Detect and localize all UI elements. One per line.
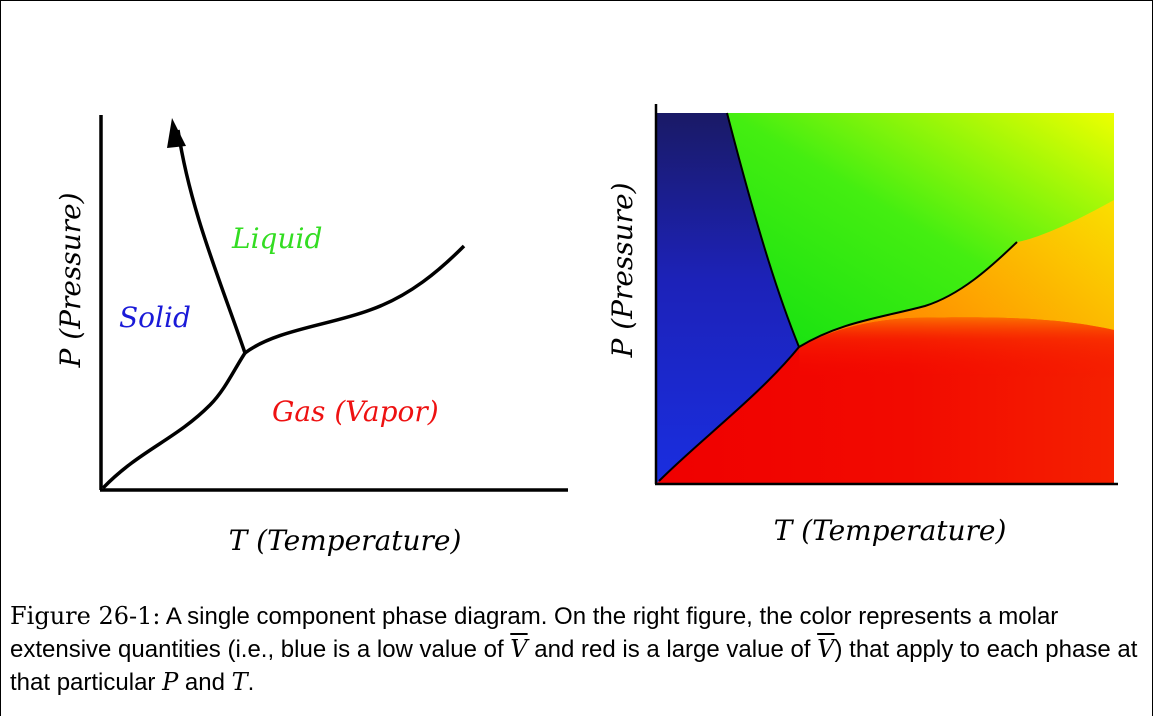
caption-text-part1: A single component phase diagram. On the… [10,603,1059,663]
region-label-gas: Gas (Vapor) [272,395,439,428]
right-phase-diagram: P (Pressure) T (Temperature) [606,104,1118,547]
left-vaporization-curve [243,244,466,355]
left-y-axis-label: P (Pressure) [54,192,87,368]
left-sublimation-curve [101,352,247,490]
region-label-liquid: Liquid [231,222,322,255]
caption-end: . [247,669,255,696]
caption-molar-volume-2: V [817,635,835,663]
right-y-axis-label: P (Pressure) [606,182,639,358]
liquid-region [727,113,1114,347]
right-x-axis-label: T (Temperature) [774,514,1007,547]
caption-text-part2: and red is a large value of [527,636,818,663]
caption-molar-volume-1: V [510,635,528,663]
right-vaporization-curve [798,241,1018,348]
region-label-solid: Solid [119,301,191,334]
caption-temperature-symbol: T [231,668,248,696]
caption-figure-label: Figure 26-1: [10,602,161,630]
caption-pressure-symbol: P [162,668,179,696]
gas-upper-glow [799,317,1114,380]
left-melting-curve [176,129,247,354]
caption-and: and [178,669,232,696]
caption-text-part3: ) that apply to each phase at that parti… [10,636,1138,696]
right-sublimation-curve [658,346,800,482]
left-phase-diagram: Liquid Solid Gas (Vapor) P (Pressure) T … [54,115,568,557]
right-melting-curve [726,112,800,348]
left-x-axis-label: T (Temperature) [229,524,462,557]
figure-caption: Figure 26-1: A single component phase di… [10,600,1150,699]
solid-region [657,113,799,483]
left-arrow-head [167,118,186,148]
